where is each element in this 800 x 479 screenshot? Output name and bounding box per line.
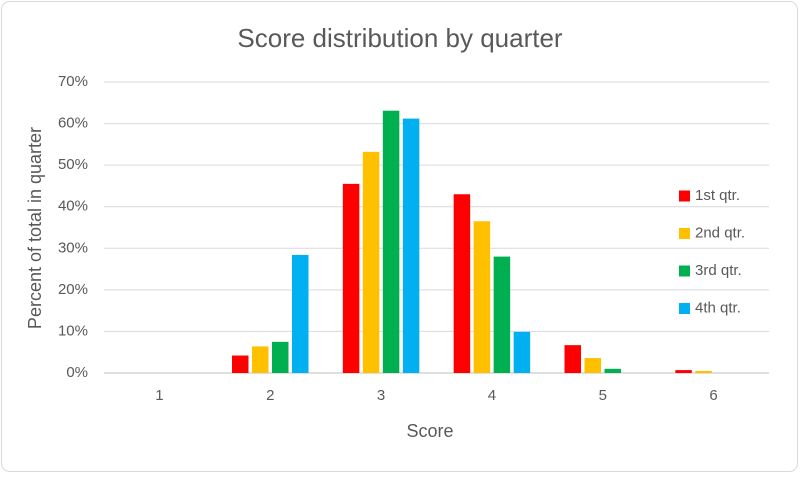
x-tick-label: 5 — [599, 387, 607, 404]
bar — [402, 118, 420, 373]
bar — [272, 341, 289, 373]
legend-label: 1st qtr. — [695, 187, 740, 204]
y-tick-label: 30% — [58, 239, 88, 256]
chart-border — [1, 1, 798, 472]
legend-swatch — [679, 190, 690, 202]
bar — [252, 346, 269, 373]
bar — [342, 183, 360, 373]
bar — [382, 110, 400, 373]
bar — [232, 355, 249, 373]
legend-label: 2nd qtr. — [695, 224, 745, 241]
bar — [604, 368, 621, 373]
legend-label: 4th qtr. — [695, 299, 741, 316]
y-tick-label: 60% — [58, 115, 88, 132]
bar — [453, 194, 471, 373]
x-tick-label: 2 — [266, 387, 274, 404]
x-tick-label: 3 — [377, 387, 385, 404]
y-tick-label: 40% — [58, 198, 88, 215]
bar — [675, 370, 692, 373]
x-tick-label: 6 — [709, 387, 717, 404]
legend-swatch — [679, 265, 690, 277]
y-tick-label: 70% — [58, 73, 88, 90]
y-axis-title: Percent of total in quarter — [25, 127, 45, 329]
bar — [513, 331, 531, 373]
bar — [564, 345, 581, 373]
legend-swatch — [679, 303, 690, 314]
bar — [584, 358, 601, 373]
y-tick-label: 10% — [58, 322, 88, 339]
y-tick-label: 50% — [58, 156, 88, 173]
legend-label: 3rd qtr. — [695, 262, 742, 279]
legend-swatch — [679, 228, 690, 239]
x-tick-label: 1 — [155, 387, 163, 404]
x-axis-title: Score — [406, 421, 453, 441]
x-tick-label: 4 — [488, 387, 496, 404]
bar — [292, 254, 309, 373]
bar — [695, 370, 712, 373]
y-tick-label: 0% — [66, 364, 88, 381]
y-tick-label: 20% — [58, 281, 88, 298]
bar — [473, 221, 491, 373]
chart-title: Score distribution by quarter — [237, 23, 563, 53]
bar — [362, 151, 380, 373]
bar — [493, 256, 511, 373]
